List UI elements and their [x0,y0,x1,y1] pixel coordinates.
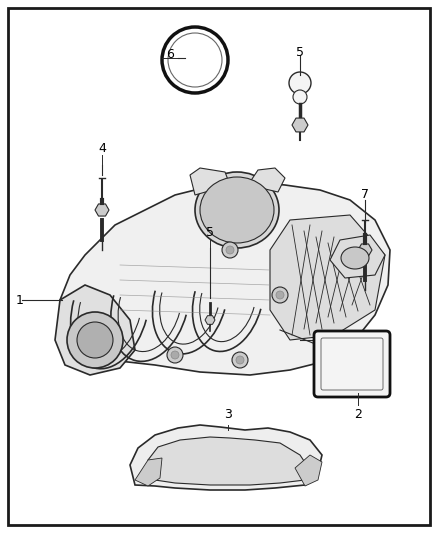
Polygon shape [55,285,135,375]
Polygon shape [148,437,310,485]
FancyBboxPatch shape [314,331,390,397]
Polygon shape [95,204,109,216]
Circle shape [236,356,244,364]
Circle shape [171,351,179,359]
Ellipse shape [200,177,274,243]
Text: 4: 4 [98,141,106,155]
Circle shape [167,347,183,363]
Text: 7: 7 [361,189,369,201]
Text: 5: 5 [206,225,214,238]
Circle shape [289,72,311,94]
Polygon shape [205,316,215,324]
Text: 6: 6 [166,49,174,61]
Polygon shape [130,425,322,490]
Circle shape [168,33,222,87]
Polygon shape [295,455,322,486]
Polygon shape [292,118,308,132]
Circle shape [77,322,113,358]
Ellipse shape [341,247,369,269]
Circle shape [226,246,234,254]
Circle shape [276,291,284,299]
Polygon shape [135,458,162,486]
Polygon shape [330,235,385,278]
FancyBboxPatch shape [321,338,383,390]
Circle shape [293,90,307,104]
Polygon shape [190,168,230,195]
Circle shape [272,287,288,303]
Ellipse shape [195,172,279,248]
Polygon shape [248,168,285,192]
Circle shape [162,27,228,93]
Text: 5: 5 [296,45,304,59]
Text: 3: 3 [224,408,232,422]
Circle shape [222,242,238,258]
Circle shape [67,312,123,368]
Polygon shape [270,215,385,340]
Text: 2: 2 [354,408,362,422]
Polygon shape [358,244,372,256]
Text: 1: 1 [16,294,24,306]
Circle shape [232,352,248,368]
Polygon shape [60,182,390,375]
